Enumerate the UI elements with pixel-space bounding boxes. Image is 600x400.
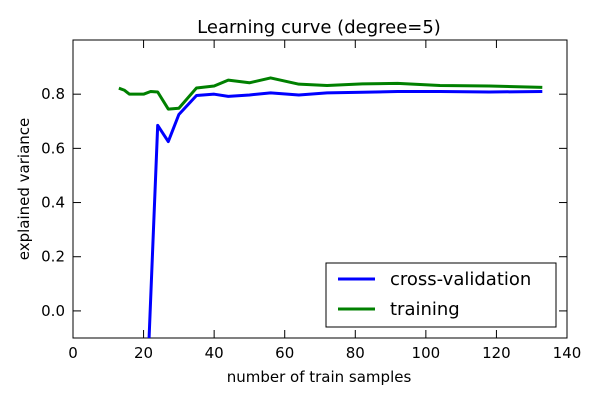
x-tick-label: 60: [275, 344, 294, 362]
y-tick-label: 0.8: [41, 85, 65, 103]
legend-label-cross-validation: cross-validation: [390, 269, 531, 290]
x-axis-label: number of train samples: [227, 368, 412, 386]
x-tick-label: 120: [482, 344, 511, 362]
x-tick-label: 40: [205, 344, 224, 362]
legend: cross-validation training: [325, 262, 557, 328]
series-layer: [118, 76, 543, 338]
y-axis: 0.0 0.2 0.4 0.6 0.8: [41, 85, 567, 320]
y-axis-label: explained variance: [15, 118, 33, 261]
x-tick-label: 0: [68, 344, 78, 362]
y-tick-label: 0.2: [41, 248, 65, 266]
y-tick-label: 0.0: [41, 302, 65, 320]
legend-box: [325, 262, 557, 328]
x-axis: 0 20 40 60 80 100 120 140: [68, 40, 581, 362]
series-line-training: [118, 76, 543, 111]
x-tick-label: 100: [412, 344, 441, 362]
y-tick-label: 0.6: [41, 139, 65, 157]
series-line-cross-validation: [147, 89, 543, 338]
y-tick-label: 0.4: [41, 194, 65, 212]
chart-title: Learning curve (degree=5): [197, 17, 441, 38]
x-tick-label: 80: [346, 344, 365, 362]
legend-label-training: training: [390, 299, 460, 320]
x-tick-label: 20: [134, 344, 153, 362]
x-tick-label: 140: [553, 344, 582, 362]
